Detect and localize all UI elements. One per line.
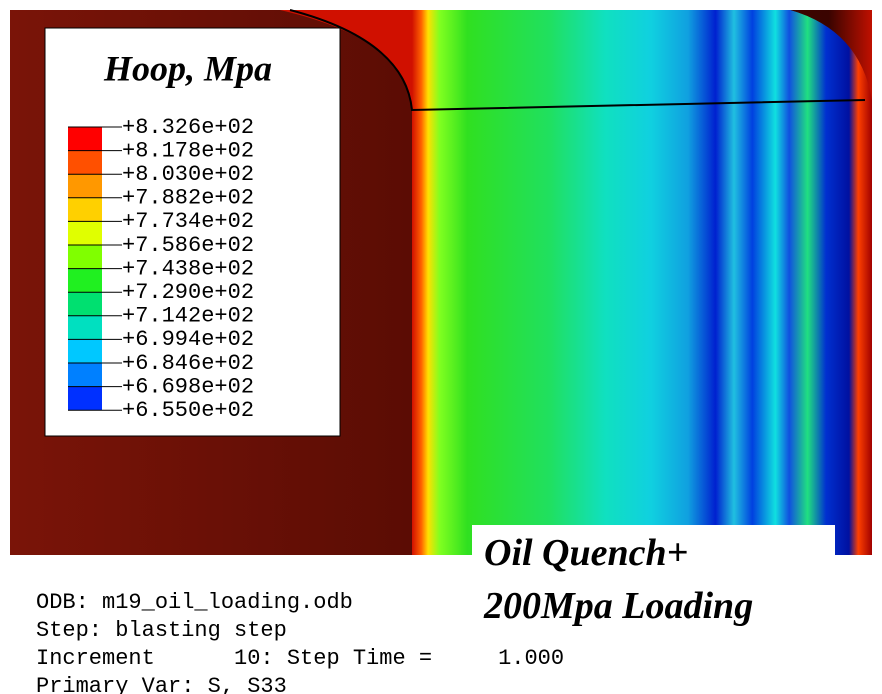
stress-band-region bbox=[280, 10, 872, 555]
legend-label: +8.178e+02 bbox=[122, 138, 254, 163]
legend-swatch bbox=[68, 339, 102, 363]
legend-title: Hoop, Mpa bbox=[103, 48, 272, 88]
legend-label: +7.290e+02 bbox=[122, 280, 254, 305]
legend-swatch bbox=[68, 268, 102, 293]
legend-label: +7.438e+02 bbox=[122, 256, 254, 281]
legend-label: +7.734e+02 bbox=[122, 209, 254, 234]
legend-swatch bbox=[68, 245, 102, 269]
info-line: Increment 10: Step Time = 1.000 bbox=[36, 646, 564, 671]
legend-swatch bbox=[68, 315, 102, 340]
legend-swatch bbox=[68, 174, 102, 198]
legend-swatch bbox=[68, 363, 102, 387]
legend-label: +7.142e+02 bbox=[122, 304, 254, 329]
legend-label: +6.994e+02 bbox=[122, 327, 254, 352]
info-line: ODB: m19_oil_loading.odb bbox=[36, 590, 353, 615]
legend-label: +7.882e+02 bbox=[122, 186, 254, 211]
legend-label: +6.846e+02 bbox=[122, 351, 254, 376]
legend-swatch bbox=[68, 386, 102, 411]
legend: +8.326e+02+8.178e+02+8.030e+02+7.882e+02… bbox=[68, 115, 254, 423]
legend-label: +6.550e+02 bbox=[122, 398, 254, 423]
legend-swatch bbox=[68, 292, 102, 316]
top-fillet bbox=[300, 10, 868, 108]
annotation-line: Oil Quench+ bbox=[484, 532, 688, 574]
legend-label: +7.586e+02 bbox=[122, 233, 254, 258]
legend-label: +8.030e+02 bbox=[122, 162, 254, 187]
legend-swatch bbox=[68, 127, 102, 151]
annotation-box bbox=[472, 525, 835, 630]
annotation-line: 200Mpa Loading bbox=[483, 585, 753, 627]
legend-label: +8.326e+02 bbox=[122, 115, 254, 140]
legend-swatch bbox=[68, 221, 102, 245]
info-line: Step: blasting step bbox=[36, 618, 287, 643]
legend-swatch bbox=[68, 197, 102, 222]
legend-swatch bbox=[68, 150, 102, 175]
outline bbox=[289, 9, 866, 112]
legend-label: +6.698e+02 bbox=[122, 374, 254, 399]
info-line: Primary Var: S, S33 bbox=[36, 674, 287, 694]
